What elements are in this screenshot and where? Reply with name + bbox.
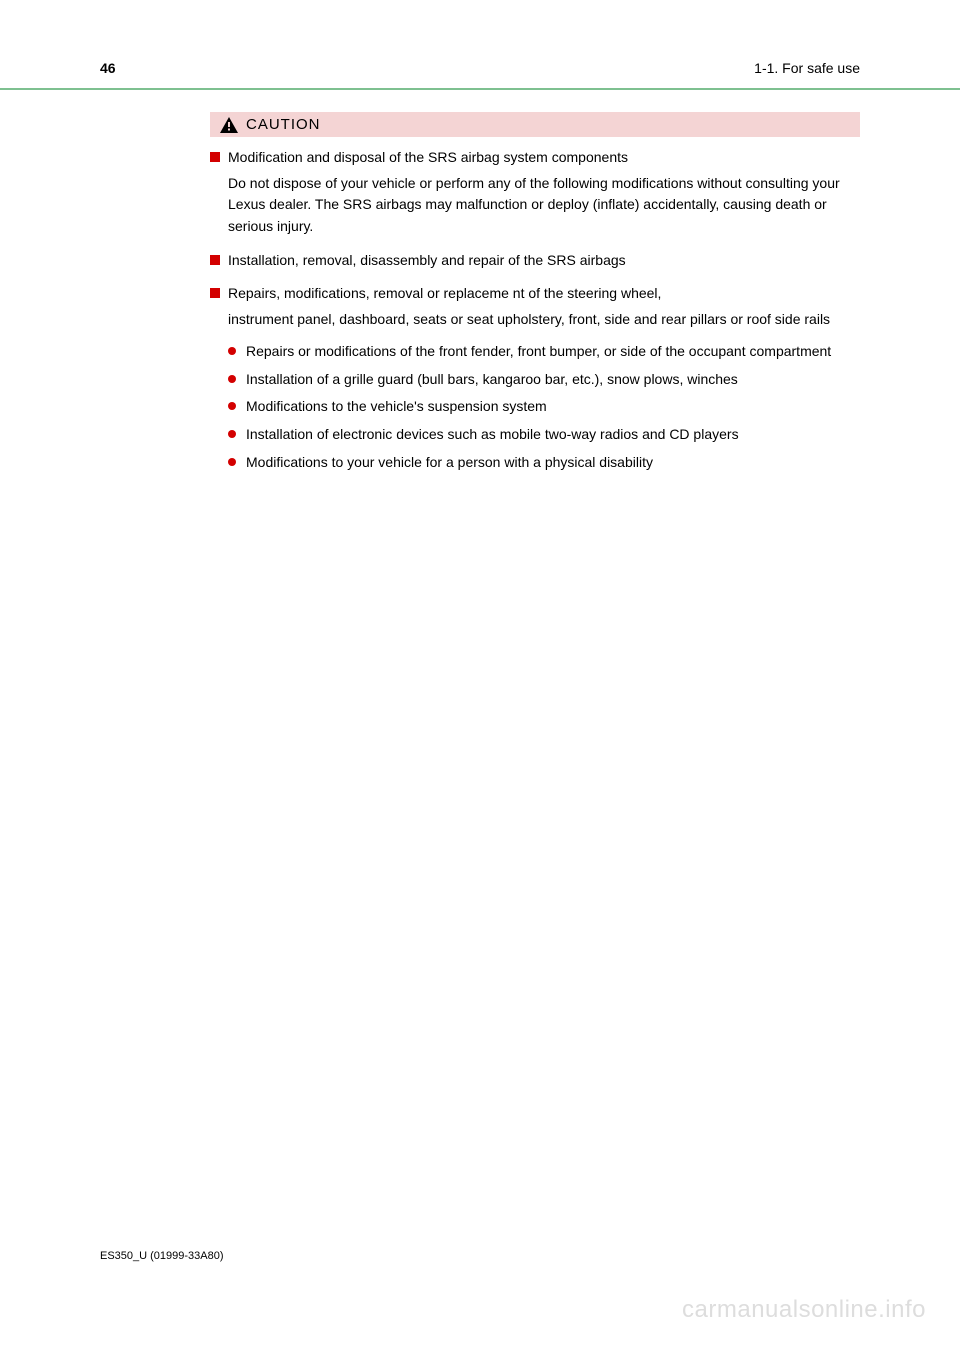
bullet-text: Installation of a grille guard (bull bar… [246,369,860,391]
dot-bullet-icon [228,402,236,410]
warning-triangle-icon [220,117,238,133]
square-bullet-icon [210,152,220,162]
page-header-row: 46 1-1. For safe use [100,60,860,76]
dot-bullet-icon [228,458,236,466]
caution-header: CAUTION [210,112,860,137]
block-paragraph: Do not dispose of your vehicle or perfor… [210,173,860,238]
page-number: 46 [100,60,116,76]
block-title: Installation, removal, disassembly and r… [228,250,626,272]
block-title: Modification and disposal of the SRS air… [228,147,628,169]
page-header: 46 1-1. For safe use [0,0,960,90]
bullet-text: Installation of electronic devices such … [246,424,860,446]
bullet-text: Modifications to your vehicle for a pers… [246,452,860,474]
bullet-item: Installation of a grille guard (bull bar… [210,369,860,391]
caution-label: CAUTION [246,116,321,133]
caution-block: Installation, removal, disassembly and r… [210,250,860,272]
section-path: 1-1. For safe use [754,60,860,76]
block-title: Repairs, modifications, removal or repla… [228,283,661,305]
caution-block: Repairs, modifications, removal or repla… [210,283,860,473]
watermark-text: carmanualsonline.info [682,1296,926,1324]
dot-bullet-icon [228,375,236,383]
block-paragraph: instrument panel, dashboard, seats or se… [210,309,860,331]
caution-body: Modification and disposal of the SRS air… [210,137,860,473]
content-area: CAUTION Modification and disposal of the… [0,90,960,473]
block-heading: Modification and disposal of the SRS air… [210,147,860,169]
bullet-text: Modifications to the vehicle's suspensio… [246,396,860,418]
bullet-item: Modifications to the vehicle's suspensio… [210,396,860,418]
dot-bullet-icon [228,430,236,438]
square-bullet-icon [210,255,220,265]
block-heading: Repairs, modifications, removal or repla… [210,283,860,305]
bullet-item: Repairs or modifications of the front fe… [210,341,860,363]
model-code: ES350_U (01999-33A80) [100,1250,224,1262]
bullet-text: Repairs or modifications of the front fe… [246,341,860,363]
caution-box: CAUTION Modification and disposal of the… [210,112,860,473]
caution-block: Modification and disposal of the SRS air… [210,147,860,238]
dot-bullet-icon [228,347,236,355]
block-heading: Installation, removal, disassembly and r… [210,250,860,272]
bullet-item: Modifications to your vehicle for a pers… [210,452,860,474]
bullet-item: Installation of electronic devices such … [210,424,860,446]
square-bullet-icon [210,288,220,298]
